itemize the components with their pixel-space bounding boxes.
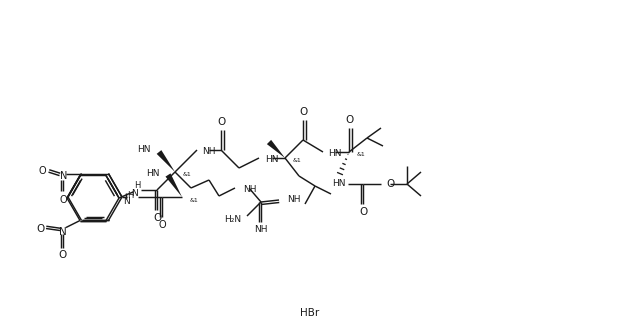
- Text: N: N: [59, 226, 67, 236]
- Text: O: O: [59, 249, 67, 259]
- Text: O: O: [386, 179, 394, 189]
- Text: H: H: [127, 191, 133, 200]
- Text: O: O: [217, 117, 225, 127]
- Text: O: O: [60, 194, 67, 204]
- Text: O: O: [359, 207, 367, 217]
- Text: N: N: [60, 170, 67, 180]
- Text: NH: NH: [243, 184, 257, 193]
- Text: O: O: [37, 223, 45, 233]
- Text: NH: NH: [254, 224, 268, 233]
- Text: H: H: [134, 181, 140, 190]
- Text: O: O: [158, 220, 166, 230]
- Text: H₂N: H₂N: [224, 215, 241, 224]
- Polygon shape: [166, 173, 182, 197]
- Text: HN: HN: [147, 168, 160, 177]
- Text: O: O: [299, 107, 307, 117]
- Text: HN: HN: [138, 146, 151, 155]
- Text: &1: &1: [183, 172, 192, 177]
- Text: O: O: [153, 213, 161, 223]
- Text: &1: &1: [357, 153, 366, 158]
- Text: HN: HN: [265, 155, 279, 164]
- Polygon shape: [267, 140, 285, 158]
- Text: HN: HN: [328, 149, 342, 158]
- Text: O: O: [345, 115, 353, 125]
- Text: HBr: HBr: [300, 308, 319, 318]
- Text: N: N: [123, 197, 130, 206]
- Text: HN: HN: [332, 179, 345, 188]
- Text: NH: NH: [287, 195, 300, 204]
- Text: &1: &1: [293, 159, 302, 164]
- Text: N: N: [131, 189, 137, 198]
- Text: NH: NH: [202, 147, 215, 156]
- Text: O: O: [39, 166, 46, 175]
- Polygon shape: [157, 150, 175, 172]
- Text: &1: &1: [190, 197, 199, 202]
